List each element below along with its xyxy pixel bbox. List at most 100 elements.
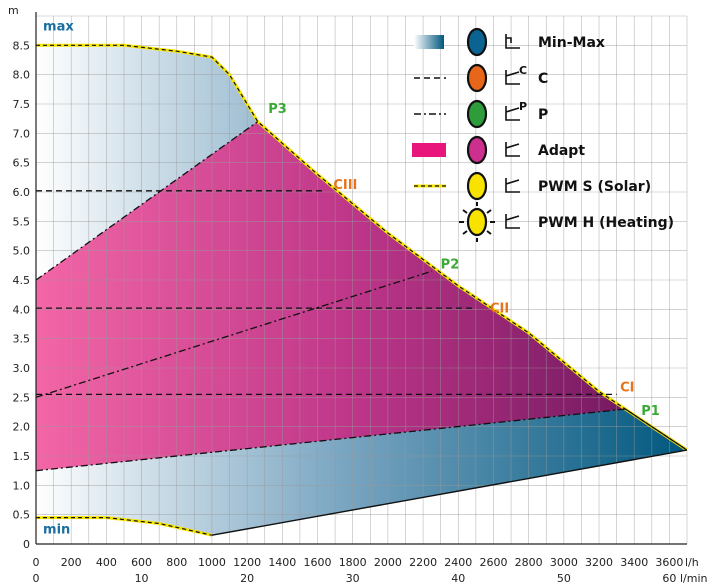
y-tick-label: 7.5 [13, 98, 31, 111]
curve-label: CII [490, 301, 509, 316]
x-tick-label-lh: 2600 [479, 556, 507, 569]
ray-icon [486, 209, 492, 214]
x-tick-label-lh: 600 [131, 556, 152, 569]
x-tick-label-lh: 2000 [374, 556, 402, 569]
y-axis-ticks: 0 0.5 1.0 1.5 2.0 2.5 3.0 3.5 4.0 4.5 5.0 5.5 6.0 6.5… [13, 39, 31, 551]
lamp-icon [466, 27, 488, 57]
x-tick-label-lh: 400 [96, 556, 117, 569]
x-tick-label-lh: 1200 [233, 556, 261, 569]
x-tick-label-lh: 3200 [585, 556, 613, 569]
y-tick-label: 7.0 [13, 127, 31, 140]
legend-swatch-magenta [412, 143, 446, 157]
lamp-icon [466, 99, 488, 129]
legend-item: Min-Max [414, 27, 605, 57]
curve-annotations: max min P3 CIII P2 CII CI P1 [43, 20, 660, 538]
legend-item: Adapt [412, 135, 585, 165]
y-tick-label: 3.0 [13, 362, 31, 375]
y-tick-label: 1.0 [13, 479, 31, 492]
p-line-2 [36, 270, 433, 398]
axes [35, 12, 687, 545]
curve-label: CI [620, 380, 634, 395]
x-tick-label-lmin: 40 [451, 572, 465, 585]
legend: Min-Max CC PP Adapt PWM S (Solar) PWM H (Heat… [412, 27, 674, 242]
x-tick-label-lmin: 10 [135, 572, 149, 585]
x-tick-label-lmin: 50 [557, 572, 571, 585]
x-tick-label-lh: 1600 [304, 556, 332, 569]
y-tick-label: 6.0 [13, 186, 31, 199]
curve-label: max [43, 20, 74, 35]
curve-areas [36, 45, 687, 536]
lamp-icon [466, 135, 488, 165]
x-tick-label-lh: 3400 [620, 556, 648, 569]
legend-label: C [538, 71, 548, 87]
min-curve-dash [36, 516, 213, 536]
x-tick-label-lmin: 0 [33, 572, 40, 585]
y-tick-label: 1.5 [13, 450, 31, 463]
ray-icon [462, 209, 468, 214]
corner-icon [505, 34, 520, 49]
legend-item: PWM S (Solar) [414, 171, 651, 201]
min-curve-line [211, 449, 687, 536]
c-curve-icon [505, 70, 520, 85]
y-tick-label: 2.5 [13, 391, 31, 404]
curve-label: P1 [641, 404, 660, 419]
lamp-icon [466, 171, 488, 201]
legend-item: PP [414, 99, 548, 129]
curve-label: min [43, 522, 70, 537]
mode-sup: C [519, 64, 527, 77]
x-tick-label-lh: 0 [33, 556, 40, 569]
x-tick-label-lh: 1000 [198, 556, 226, 569]
pwm-icon [505, 214, 520, 229]
y-tick-label: 8.5 [13, 39, 31, 52]
x-tick-label-lh: 2400 [444, 556, 472, 569]
legend-label: Adapt [538, 143, 585, 159]
legend-item: PWM H (Heating) [459, 202, 674, 242]
y-tick-label: 8.0 [13, 69, 31, 82]
legend-label: PWM S (Solar) [538, 179, 651, 195]
x-axis-ticks: 0 200 400 600 800 1000 1200 1400 1600 1800 2000 220… [33, 556, 684, 585]
grid-lines [35, 15, 688, 545]
adapt-lower-end [625, 408, 687, 451]
y-tick-label: 5.5 [13, 215, 31, 228]
ray-icon [462, 230, 468, 235]
curve-label: P2 [441, 257, 460, 272]
adapt-area [36, 121, 626, 471]
x-tick-label-lmin: 30 [346, 572, 360, 585]
y-tick-label: 0.5 [13, 509, 31, 522]
x-unit-bottom-label: l/min [680, 572, 708, 585]
x-tick-label-lh: 3000 [550, 556, 578, 569]
x-tick-label-lh: 1800 [339, 556, 367, 569]
ray-icon [486, 230, 492, 235]
p-line-1 [36, 121, 259, 281]
lamp-icon [466, 207, 488, 237]
x-tick-label-lh: 1400 [268, 556, 296, 569]
x-tick-label-lh: 2800 [515, 556, 543, 569]
pwm-icon [505, 178, 520, 193]
legend-swatch-gradient [414, 35, 444, 49]
adapt-icon [505, 142, 520, 157]
x-tick-label-lh: 3600 [655, 556, 683, 569]
y-tick-label: 6.5 [13, 157, 31, 170]
legend-item: CC [414, 63, 548, 93]
lamp-icon [466, 63, 488, 93]
y-tick-label: 0 [23, 538, 30, 551]
y-tick-label: 4.5 [13, 274, 31, 287]
mode-sup: P [519, 100, 527, 113]
x-tick-label-lmin: 60 [662, 572, 676, 585]
y-tick-label: 2.0 [13, 421, 31, 434]
p-curve-icon [505, 106, 520, 121]
legend-label: Min-Max [538, 35, 605, 51]
max-curve-dash [36, 44, 687, 451]
x-tick-label-lh: 800 [166, 556, 187, 569]
y-tick-label: 4.0 [13, 303, 31, 316]
y-unit-label: m [8, 4, 19, 17]
curve-label: CIII [333, 178, 357, 193]
x-unit-top-label: l/h [685, 556, 699, 569]
x-tick-label-lmin: 20 [240, 572, 254, 585]
curve-lines [36, 43, 687, 537]
curve-label: P3 [268, 102, 287, 117]
y-tick-label: 5.0 [13, 245, 31, 258]
p-line-3 [36, 408, 626, 472]
y-tick-label: 3.5 [13, 333, 31, 346]
